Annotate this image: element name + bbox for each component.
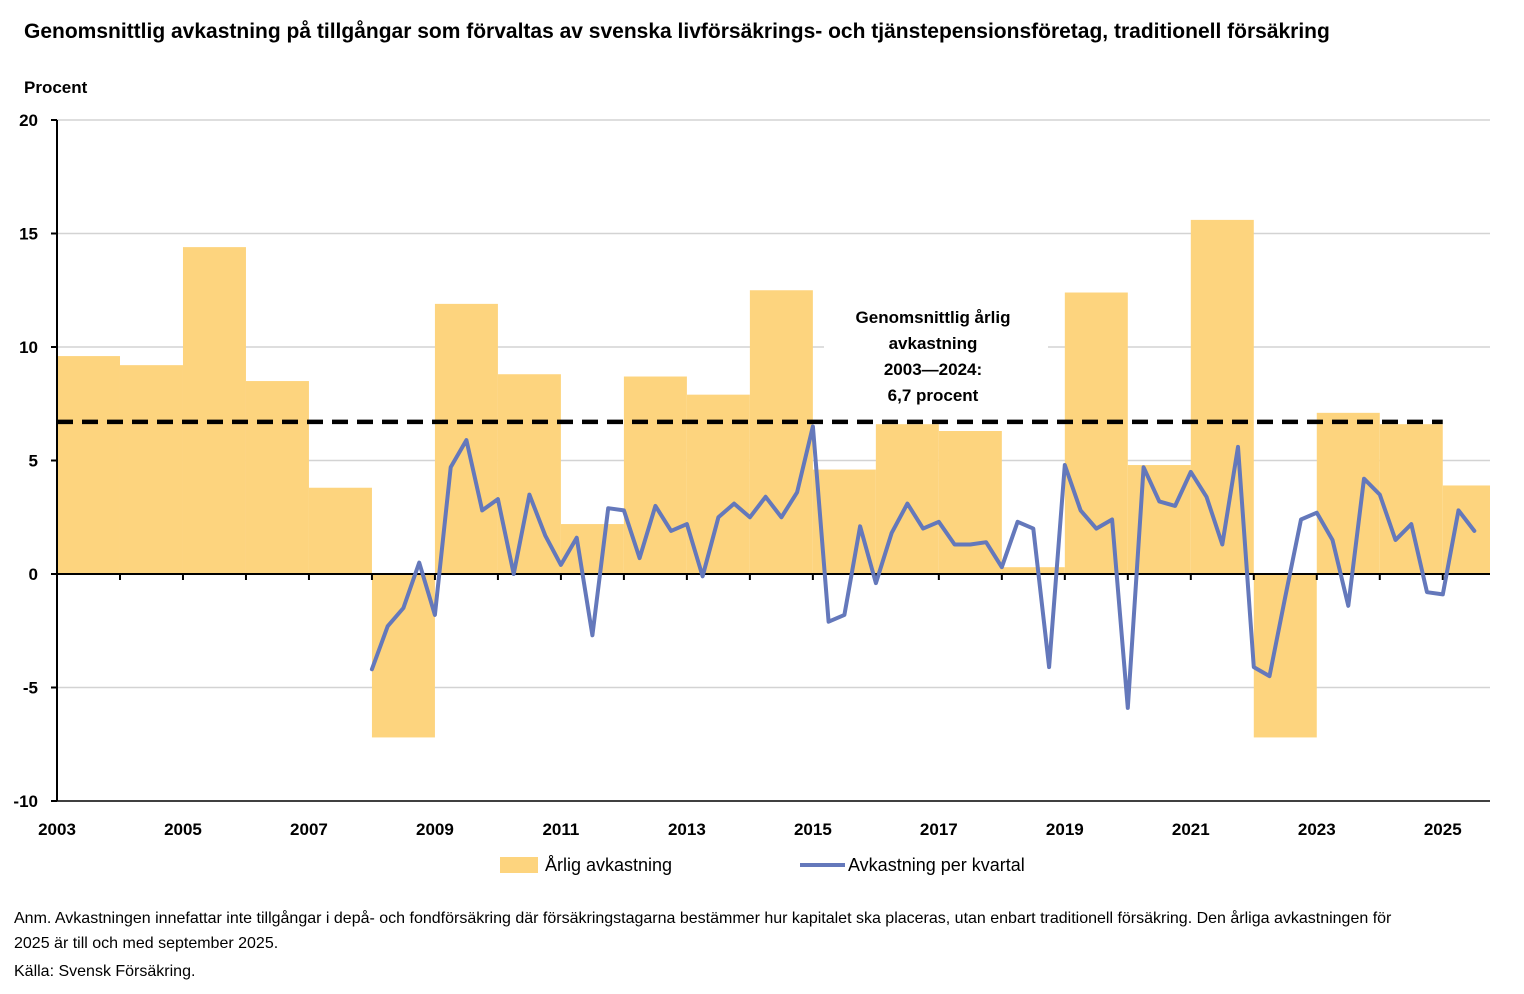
y-tick-label: 20 [19,111,38,130]
y-tick-label: -5 [23,679,38,698]
annual-bar-2004 [119,365,183,574]
axes [51,119,1490,802]
x-tick-label: 2003 [38,820,76,839]
source-note: Källa: Svensk Försäkring. [14,963,196,980]
x-tick-labels: 2003 2005 2007 2009 2011 2013 2015 2017 2019 2021… [38,820,1462,839]
annotation-background [824,296,1048,408]
quarterly-line [369,424,1477,710]
annual-bar-2005 [182,247,246,574]
annual-bar-2008 [371,574,435,738]
y-tick-label: 0 [29,565,38,584]
annotation-line: 2003—2024: [884,360,982,379]
annual-bar-2018 [1001,567,1065,574]
legend-label-annual: Årlig avkastning [545,855,672,875]
x-tick-label: 2021 [1172,820,1210,839]
x-tick-label: 2015 [794,820,832,839]
footnote: Anm. Avkastningen innefattar inte tillgå… [14,910,1392,952]
annual-bar-2024 [1379,424,1443,574]
annotation-line: 6,7 procent [888,386,979,405]
annual-bar-2023 [1316,412,1380,574]
x-tick-label: 2005 [164,820,202,839]
annual-bar-2013 [686,394,750,574]
annotation-line: Genomsnittlig årlig [856,308,1011,327]
average-annotation: Genomsnittlig årlig avkastning 2003—2024: 6… [824,296,1048,408]
x-tick-label: 2013 [668,820,706,839]
x-tick-label: 2017 [920,820,958,839]
x-tick-label: 2007 [290,820,328,839]
quarterly-line-group [369,424,1477,710]
annotation-line: avkastning [889,334,978,353]
y-tick-label: 10 [19,338,38,357]
x-tick-label: 2011 [542,820,579,839]
annual-bar-2014 [749,290,813,574]
annual-bar-2003 [57,356,120,574]
y-tick-label: 5 [29,452,38,471]
x-tick-label: 2025 [1424,820,1462,839]
annual-bar-2006 [245,381,309,574]
annual-bars [57,219,1490,738]
annual-bar-2019 [1064,292,1128,574]
y-axis-unit: Procent [24,78,88,97]
legend: Årlig avkastning Avkastning per kvartal [500,855,1025,875]
legend-label-quarterly: Avkastning per kvartal [848,855,1025,875]
y-tick-label: 15 [19,225,38,244]
x-tick-label: 2019 [1046,820,1084,839]
chart-title: Genomsnittlig avkastning på tillgångar s… [24,20,1330,43]
x-tick-label: 2009 [416,820,454,839]
annual-bar-2007 [308,487,372,574]
legend-swatch-annual [500,857,538,873]
y-tick-labels: -10 -5 0 5 10 15 20 [13,111,38,811]
x-tick-label: 2023 [1298,820,1336,839]
y-tick-label: -10 [13,792,38,811]
